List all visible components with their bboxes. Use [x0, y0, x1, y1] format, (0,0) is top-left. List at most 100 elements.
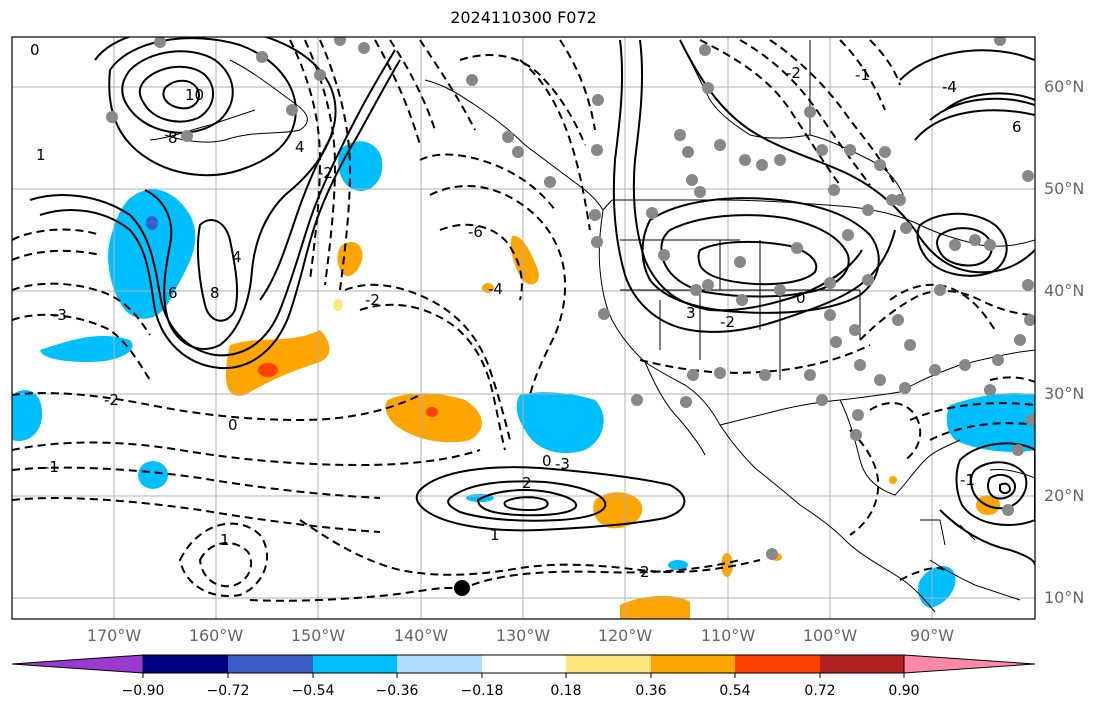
contour-label: -4 [942, 78, 957, 96]
station-marker [850, 429, 862, 441]
contour-label: 0 [542, 452, 552, 470]
map-frame [11, 36, 1036, 620]
lat-label-10n: 10°N [1044, 588, 1085, 607]
station-marker [791, 242, 803, 254]
lon-label-150w: 150°W [290, 626, 346, 645]
colorbar-bin [228, 655, 313, 673]
lon-label-130w: 130°W [495, 626, 551, 645]
contour-label: 2 [640, 563, 650, 581]
lon-label-160w: 160°W [188, 626, 244, 645]
station-marker [842, 229, 854, 241]
station-marker [900, 222, 912, 234]
colorbar-tick-label: 0.72 [804, 683, 836, 699]
station-marker [466, 74, 478, 86]
colorbar-tick-label: 0.18 [550, 683, 582, 699]
contour-label: 3 [686, 304, 696, 322]
station-marker [334, 37, 346, 46]
station-marker [1026, 414, 1035, 426]
station-marker [106, 111, 118, 123]
station-marker [256, 51, 268, 63]
colorbar-min-arrow [11, 654, 144, 674]
contour-label: 8 [210, 284, 220, 302]
colorbar-bin [651, 655, 735, 673]
contour-label: 1 [220, 531, 230, 549]
colorbar [11, 654, 1036, 678]
contour-label: -1 [960, 471, 975, 489]
station-marker [824, 309, 836, 321]
station-marker [702, 82, 714, 94]
station-marker [690, 284, 702, 296]
colorbar-bin [566, 655, 651, 673]
station-marker [1024, 314, 1035, 326]
station-marker [702, 279, 714, 291]
contour-label: 0 [228, 416, 238, 434]
station-marker [674, 129, 686, 141]
station-marker [694, 186, 706, 198]
contour-label: -2 [365, 291, 380, 309]
colorbar-max-arrow [903, 654, 1036, 674]
colorbar-tick-label: −0.90 [121, 683, 165, 699]
contour-label: 10 [185, 86, 204, 104]
station-marker [714, 367, 726, 379]
station-marker [544, 176, 556, 188]
station-marker [592, 94, 604, 106]
station-marker [756, 159, 768, 171]
contour-label: 6 [1012, 118, 1022, 136]
lon-label-120w: 120°W [597, 626, 653, 645]
station-marker [286, 104, 298, 116]
station-marker [591, 144, 603, 156]
station-marker [774, 154, 786, 166]
station-marker [849, 324, 861, 336]
contour-label: 0 [30, 41, 40, 59]
station-marker [714, 139, 726, 151]
station-marker [646, 207, 658, 219]
station-marker [874, 374, 886, 386]
contour-label: -4 [488, 280, 503, 298]
station-marker [929, 364, 941, 376]
contour-label: -2 [104, 391, 119, 409]
lon-label-110w: 110°W [700, 626, 756, 645]
contour-label: 4 [295, 138, 305, 156]
station-marker [687, 369, 699, 381]
station-marker [774, 284, 786, 296]
lon-label-170w: 170°W [86, 626, 142, 645]
contour-label: -1 [855, 66, 870, 84]
station-marker [631, 394, 643, 406]
station-marker [512, 146, 524, 158]
storm-center-marker [454, 580, 470, 596]
contour-label: -1 [44, 458, 59, 476]
station-marker [314, 69, 326, 81]
grid-lines [12, 37, 1035, 619]
lat-label-30n: 30°N [1044, 384, 1085, 403]
station-marker [892, 314, 904, 326]
station-marker [699, 44, 711, 56]
colorbar-tick-label: −0.36 [375, 683, 419, 699]
lat-label-40n: 40°N [1044, 281, 1085, 300]
station-marker [1022, 170, 1034, 182]
station-marker [994, 37, 1006, 46]
solid-contours [29, 37, 1035, 566]
station-marker [816, 394, 828, 406]
contour-label: -3 [555, 455, 570, 473]
colorbar-tick-label: −0.54 [291, 683, 335, 699]
contour-label: 8 [168, 129, 178, 147]
station-marker [879, 146, 891, 158]
contour-labels: 0 10 8 1 4 -2 8 -6 -4 4 -3 6 0 -2 -1 -2 … [30, 41, 1022, 581]
station-marker [959, 359, 971, 371]
station-marker [992, 354, 1004, 366]
colorbar-tick-label: 0.54 [719, 683, 751, 699]
colorbar-bin [397, 655, 482, 673]
station-marker [739, 154, 751, 166]
station-marker [736, 294, 748, 306]
dashed-contours [12, 39, 1035, 602]
station-marker [804, 106, 816, 118]
station-marker [844, 144, 856, 156]
station-marker [984, 384, 996, 396]
station-marker [591, 236, 603, 248]
station-marker [969, 234, 981, 246]
lon-label-100w: 100°W [802, 626, 858, 645]
station-marker [766, 548, 778, 560]
station-marker [984, 239, 996, 251]
station-marker [589, 209, 601, 221]
